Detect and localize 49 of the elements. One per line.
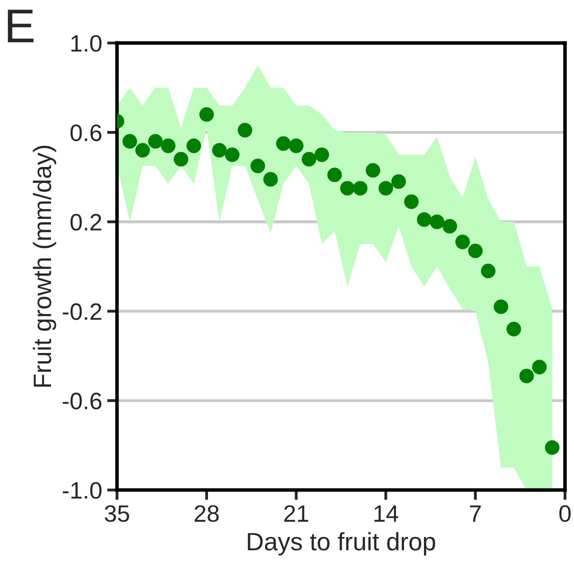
y-tick-label: -0.6 <box>62 392 102 410</box>
y-tick-label: -1.0 <box>62 482 102 499</box>
point <box>263 172 278 187</box>
point <box>352 180 368 196</box>
x-axis-title: Days to fruit drop <box>248 532 436 556</box>
point <box>327 168 342 182</box>
point <box>250 158 266 174</box>
point <box>378 180 394 196</box>
point <box>288 138 304 154</box>
point <box>302 152 316 167</box>
point <box>430 214 444 230</box>
point <box>544 440 560 455</box>
x-tick-label: 28 <box>194 505 219 522</box>
y-axis-title: Fruit growth (mm/day) <box>32 146 56 387</box>
point <box>135 142 150 158</box>
point <box>160 138 176 154</box>
point <box>519 368 534 384</box>
x-tick-label: 7 <box>470 505 481 522</box>
point <box>468 244 483 258</box>
point <box>416 212 432 227</box>
point <box>148 134 163 149</box>
point <box>340 180 355 196</box>
x-tick-label: 0 <box>559 505 571 522</box>
point <box>391 174 406 189</box>
point <box>314 147 330 162</box>
point <box>238 122 252 138</box>
point <box>224 147 240 162</box>
point <box>366 163 380 178</box>
x-tick-label: 35 <box>104 505 130 522</box>
y-tick-label: 0.6 <box>70 124 102 142</box>
x-tick-label: 21 <box>284 505 308 522</box>
y-tick-label: 0.2 <box>70 214 102 231</box>
point <box>494 299 508 314</box>
point <box>404 194 419 209</box>
point <box>199 107 214 122</box>
point <box>455 234 470 250</box>
x-tick-label: 14 <box>374 505 398 522</box>
point <box>532 360 547 374</box>
y-tick-label: 1.0 <box>71 35 102 52</box>
point <box>212 142 227 158</box>
y-tick-label: -0.2 <box>62 303 102 320</box>
point <box>480 264 496 278</box>
point <box>122 134 138 149</box>
point <box>276 136 291 151</box>
point <box>442 218 458 234</box>
text: E <box>8 10 34 42</box>
point <box>174 152 188 167</box>
point <box>506 322 522 336</box>
point <box>186 138 202 154</box>
